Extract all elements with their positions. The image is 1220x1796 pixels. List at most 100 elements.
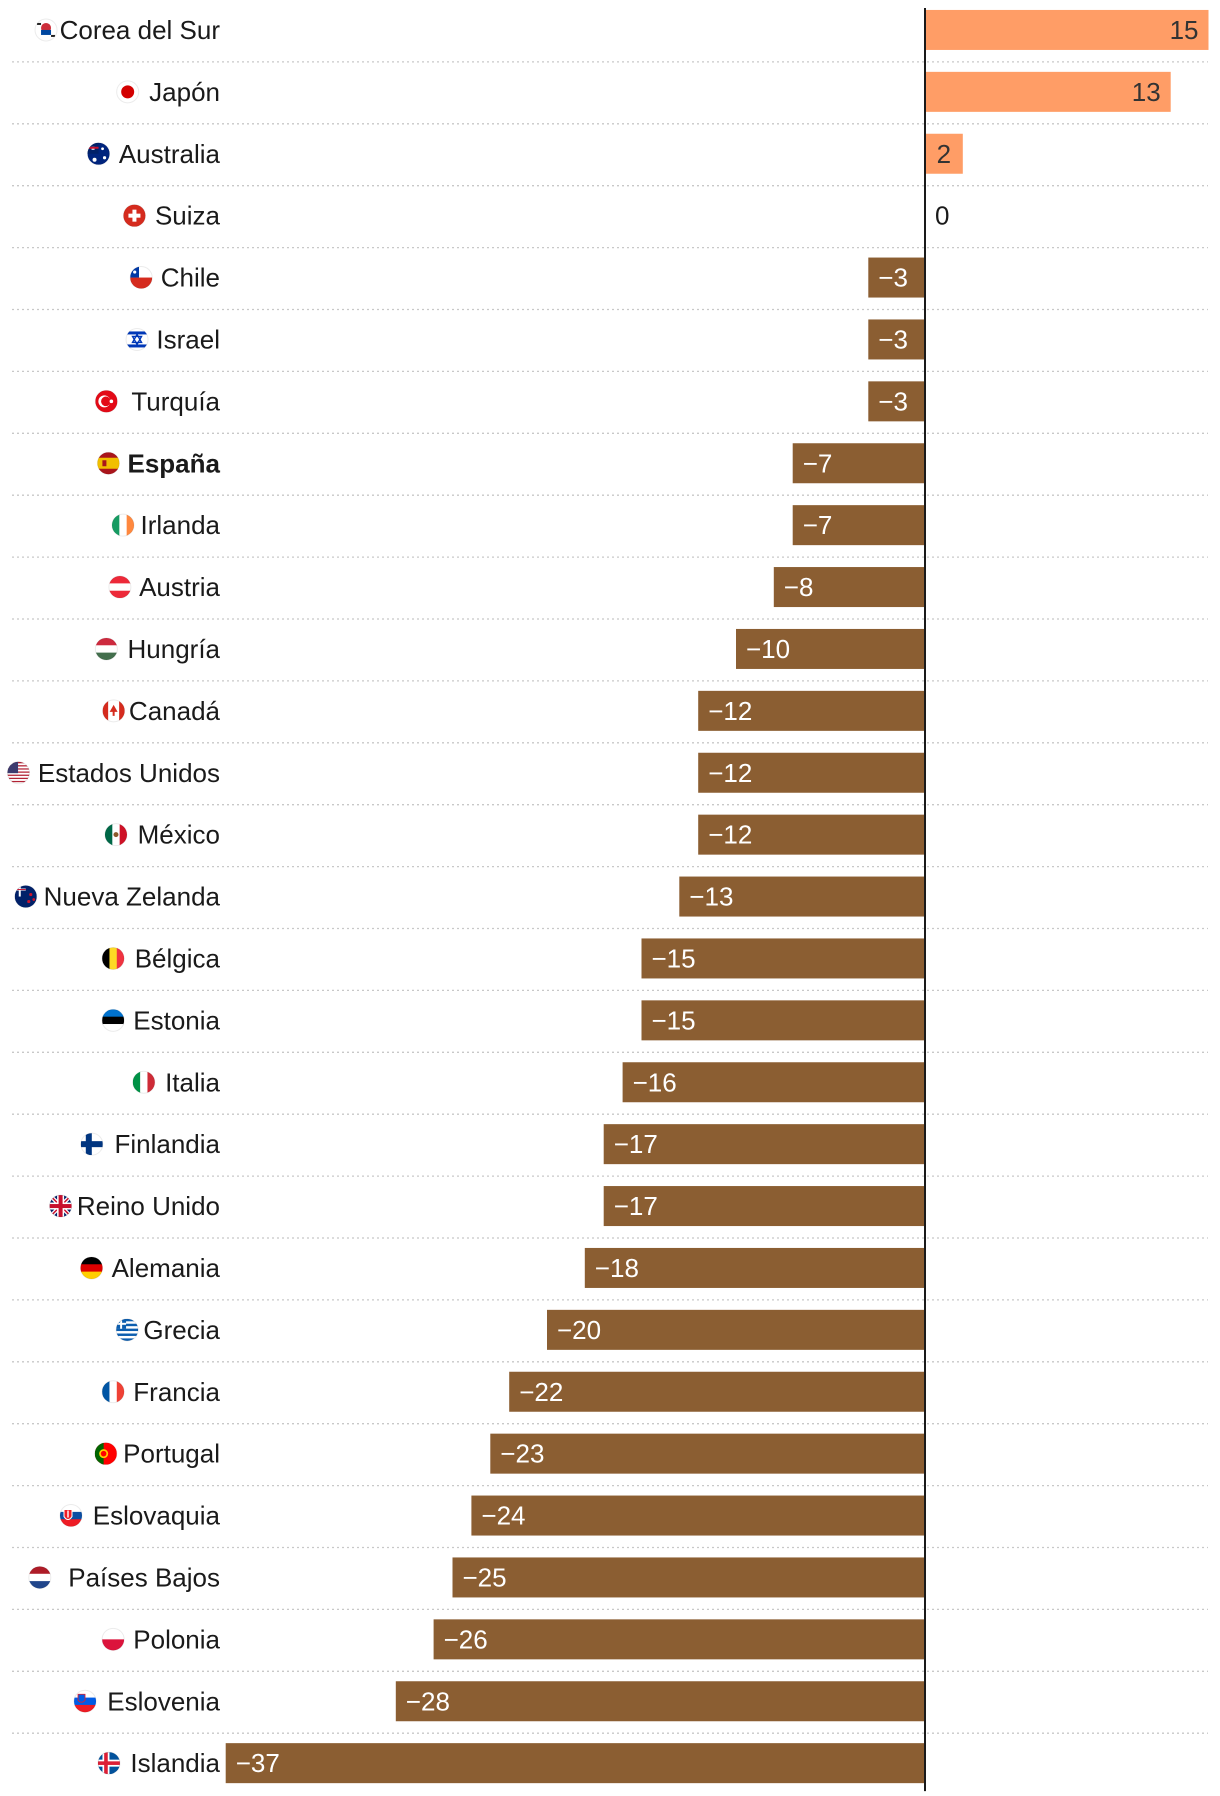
nl-flag-icon <box>28 1565 52 1589</box>
bar <box>698 690 925 731</box>
bar <box>641 938 925 979</box>
us-flag-icon <box>6 761 30 785</box>
data-label: 13 <box>1132 77 1161 107</box>
bar <box>773 567 925 608</box>
de-flag-icon <box>80 1256 104 1280</box>
category-label: Corea del Sur <box>60 15 221 45</box>
category-label: Estados Unidos <box>38 758 220 788</box>
data-label: −12 <box>708 696 752 726</box>
category-label: Grecia <box>143 1315 220 1345</box>
es-flag-icon <box>96 451 120 475</box>
it-flag-icon <box>132 1070 156 1094</box>
data-label: −15 <box>652 1005 696 1035</box>
data-label: −13 <box>689 882 733 912</box>
category-label: Estonia <box>133 1005 220 1035</box>
bar <box>471 1495 925 1536</box>
data-label: −3 <box>878 263 908 293</box>
category-label: México <box>138 820 220 850</box>
bar <box>433 1619 925 1660</box>
data-label: −26 <box>444 1624 488 1654</box>
data-label: −3 <box>878 386 908 416</box>
category-label: Italia <box>165 1067 220 1097</box>
nz-flag-icon <box>14 885 38 909</box>
ch-flag-icon <box>122 204 146 228</box>
data-label: −12 <box>708 820 752 850</box>
data-label: −7 <box>803 510 833 540</box>
data-label: 15 <box>1170 15 1199 45</box>
category-label: Suiza <box>155 201 221 231</box>
hu-flag-icon <box>94 637 118 661</box>
data-label: −25 <box>463 1562 507 1592</box>
si-flag-icon <box>73 1689 97 1713</box>
data-label: −22 <box>519 1377 563 1407</box>
data-label: −15 <box>652 943 696 973</box>
au-flag-icon <box>87 142 111 166</box>
il-flag-icon <box>125 327 149 351</box>
ca-flag-icon <box>102 699 126 723</box>
bar <box>490 1433 925 1474</box>
category-label: Portugal <box>123 1439 220 1469</box>
category-label: Islandia <box>130 1748 220 1778</box>
category-label: Alemania <box>112 1253 221 1283</box>
data-label: 2 <box>937 139 951 169</box>
bar <box>925 133 963 174</box>
bar <box>679 876 925 917</box>
category-label: Austria <box>139 572 220 602</box>
bar <box>603 1124 925 1165</box>
category-label: Polonia <box>133 1624 220 1654</box>
bar <box>698 752 925 793</box>
data-label: −17 <box>614 1191 658 1221</box>
category-label: Japón <box>149 77 220 107</box>
data-label: −7 <box>803 448 833 478</box>
bar <box>225 1743 925 1784</box>
category-label: Francia <box>133 1377 220 1407</box>
category-label: Reino Unido <box>77 1191 220 1221</box>
bar <box>622 1062 925 1103</box>
category-label: Turquía <box>131 386 220 416</box>
bar <box>584 1247 925 1288</box>
data-label: −10 <box>746 634 790 664</box>
category-label: Chile <box>161 263 220 293</box>
bar <box>736 628 925 669</box>
bar <box>925 9 1209 50</box>
gb-flag-icon <box>49 1194 73 1218</box>
data-label: −18 <box>595 1253 639 1283</box>
sk-flag-icon <box>59 1504 83 1528</box>
data-label: −17 <box>614 1129 658 1159</box>
data-label: −28 <box>406 1686 450 1716</box>
data-label: −16 <box>633 1067 677 1097</box>
bar <box>792 443 925 484</box>
fr-flag-icon <box>101 1380 125 1404</box>
data-label: −12 <box>708 758 752 788</box>
data-label: −37 <box>236 1748 280 1778</box>
be-flag-icon <box>101 946 125 970</box>
ee-flag-icon <box>101 1008 125 1032</box>
bar <box>395 1681 925 1722</box>
category-label: Irlanda <box>141 510 221 540</box>
bar <box>868 257 925 298</box>
gr-flag-icon <box>115 1318 139 1342</box>
category-label: Finlandia <box>114 1129 220 1159</box>
bar <box>698 814 925 855</box>
bar <box>547 1309 925 1350</box>
bar <box>641 1000 925 1041</box>
data-label: −8 <box>784 572 814 602</box>
pl-flag-icon <box>101 1627 125 1651</box>
bar <box>603 1186 925 1227</box>
data-label: −20 <box>557 1315 601 1345</box>
data-label: 0 <box>935 201 949 231</box>
category-label: Australia <box>119 139 221 169</box>
bar <box>925 71 1171 112</box>
kr-flag-icon <box>34 18 58 42</box>
bar <box>509 1371 925 1412</box>
is-flag-icon <box>97 1751 121 1775</box>
mx-flag-icon <box>104 823 128 847</box>
data-label: −3 <box>878 324 908 354</box>
category-label: Nueva Zelanda <box>44 882 221 912</box>
category-label: Países Bajos <box>68 1562 220 1592</box>
category-label: Israel <box>156 324 220 354</box>
data-label: −24 <box>481 1501 525 1531</box>
bar <box>452 1557 925 1598</box>
